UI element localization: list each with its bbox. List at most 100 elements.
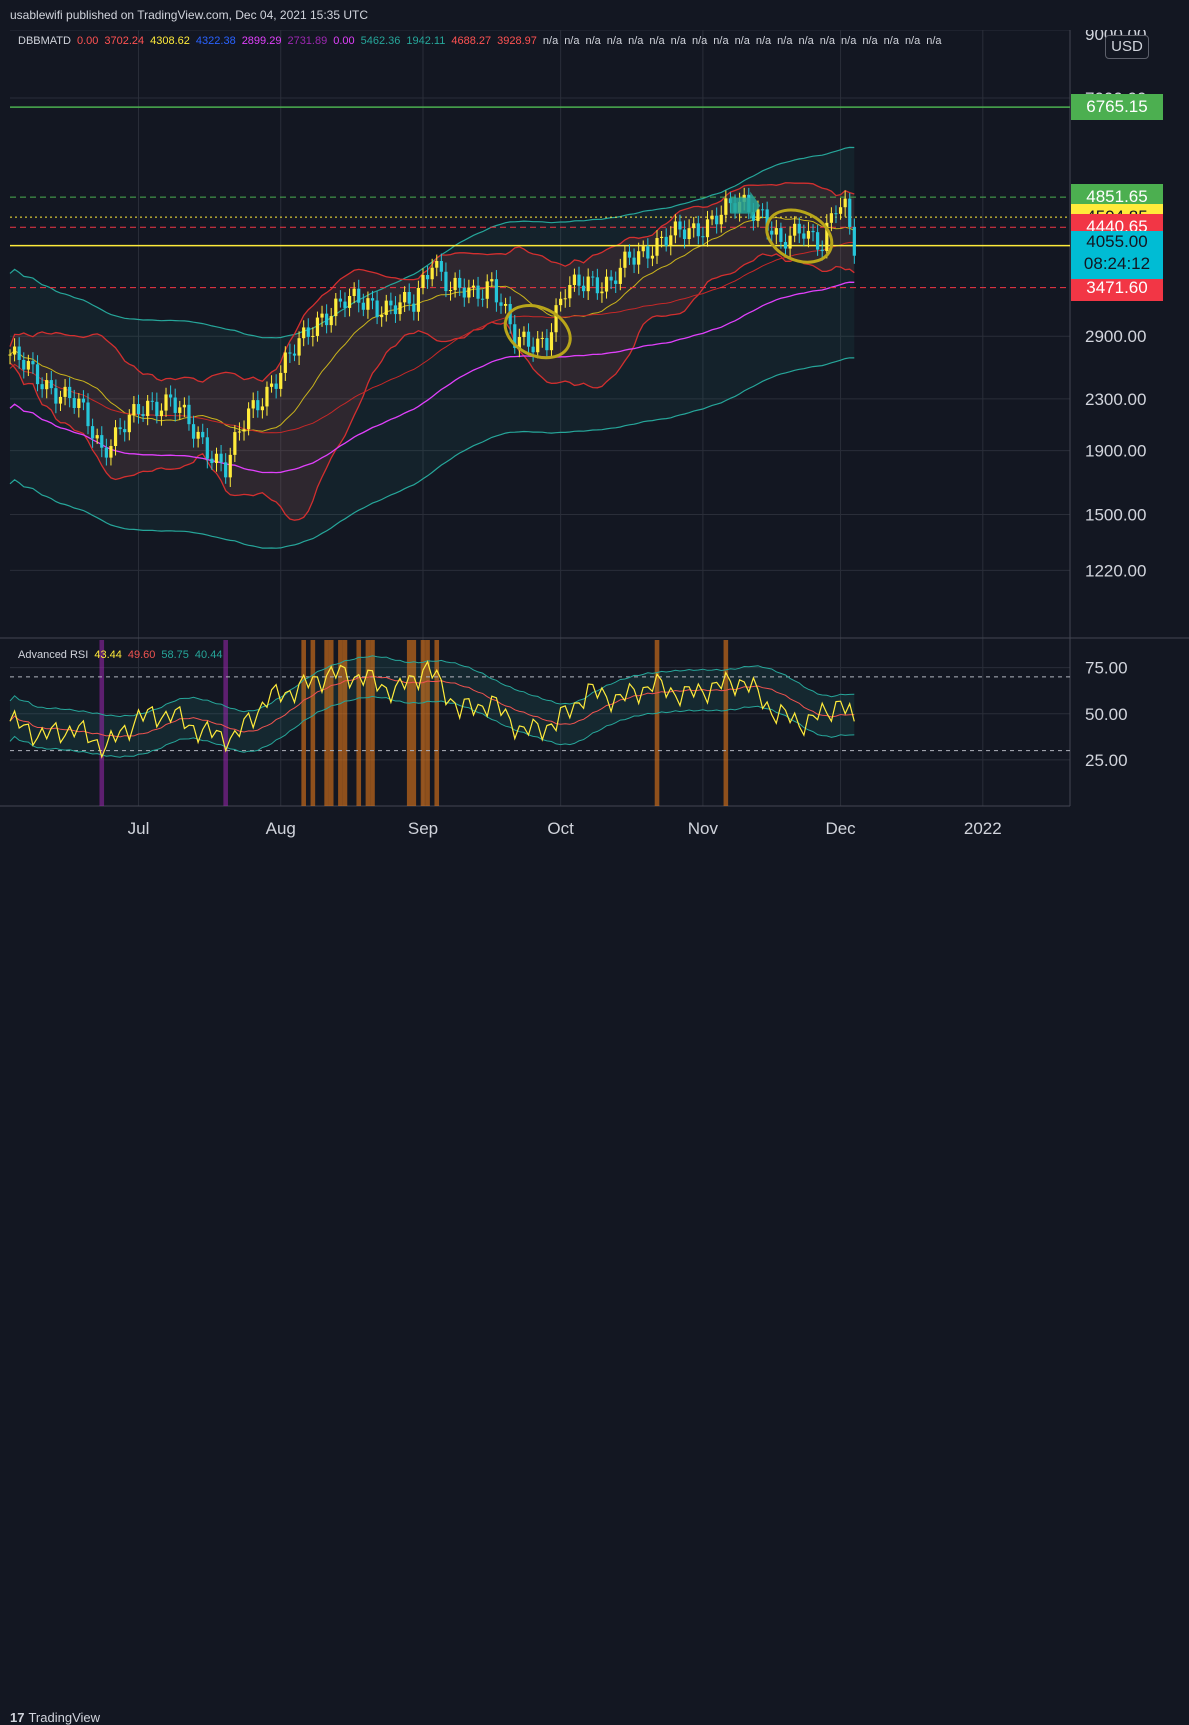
candle-body [425,275,430,280]
candle-body [104,447,108,458]
rsi-name[interactable]: Advanced RSI [18,649,89,661]
candle-body [577,274,581,286]
price-tick-label: 2900.00 [1085,327,1146,346]
legend-value: 43.44 [94,649,122,661]
candle-body [407,292,411,304]
candle-body [531,346,535,353]
candle-body [467,287,471,298]
legend-na: n/a [670,35,686,47]
rsi-zone-bar [411,640,417,806]
candle-body [604,276,609,292]
candle-body [17,346,21,360]
candle-body [58,396,63,404]
candle-body [788,235,792,249]
rsi-zone-bar [654,640,660,806]
currency-button[interactable]: USD [1105,35,1149,59]
candle-body [68,386,72,399]
candle-body [269,383,274,387]
legend-na: n/a [883,35,899,47]
candle-body [343,301,347,308]
legend-na: n/a [713,35,729,47]
rsi-zone-bar [342,640,348,806]
candle-body [669,235,673,246]
rsi-line [9,660,855,759]
candle-body [370,298,375,301]
candle-body [536,338,540,353]
legend-na: n/a [606,35,623,47]
legend-na: n/a [904,35,921,47]
candle-body [251,400,255,409]
tv-logo-icon: 17 [10,1710,25,1725]
candle-body [182,404,186,408]
candle-body [701,236,705,238]
candle-body [664,236,668,246]
candle-body [545,337,549,351]
candle-body [760,209,765,211]
inner-lower-band [9,253,855,521]
candle-body [471,285,476,288]
candle-body [806,230,811,239]
candle-body [715,215,719,225]
candle-body [315,317,320,336]
legend-value: 5462.36 [360,35,401,47]
inner-band-fill [10,182,855,521]
candle-body [811,230,815,233]
candle-body [54,388,58,404]
indicator-bands [9,146,855,549]
rsi-zone-bar [301,640,306,806]
indicator-name[interactable]: DBBMATD [18,35,71,47]
rsi-zone-bar [420,640,426,806]
candle-body [393,305,398,315]
candle-body [559,298,563,306]
candle-body [481,298,485,300]
tradingview-logo[interactable]: 17 TradingView [10,1710,100,1725]
candle-body [201,431,205,438]
legend-value: 40.44 [194,649,223,661]
candle-body [503,303,508,306]
candle-body [774,228,778,235]
legend-value: 0.00 [76,35,99,47]
candle-body [389,300,393,306]
candle-body [214,453,219,463]
candle-body [357,288,361,303]
current-price-value: 4055.00 [1086,231,1148,251]
annotations [503,191,834,360]
candle-body [416,287,421,312]
legend-na: n/a [734,35,750,47]
candle-body [614,280,618,284]
rsi-tick-label: 25.00 [1085,751,1128,770]
legend-value: 1942.11 [406,35,446,47]
time-tick-label: Oct [547,819,574,838]
candle-body [513,324,517,348]
candle-body [682,229,687,240]
candle-body [522,331,526,338]
rsi-legend[interactable]: Advanced RSI 43.44 49.60 58.75 40.44 [18,649,234,661]
candle-body [623,251,627,268]
price-level-tag: 6765.15 [1071,94,1163,121]
candle-body [12,346,17,355]
price-tick-label: 2300.00 [1085,390,1146,409]
candle-body [549,332,554,351]
candle-body [627,251,632,258]
published-caption: usablewifi published on TradingView.com,… [10,8,368,22]
candle-body [63,386,67,397]
candle-body [297,338,301,356]
legend-na: n/a [926,35,942,47]
candle-body [462,287,466,298]
candle-body [228,454,232,478]
candle-body [320,313,324,318]
candle-body [302,327,306,339]
candle-body [150,400,154,402]
candle-body [380,314,384,318]
candle-body [334,298,338,317]
chart-canvas[interactable]: 9000.007000.002900.002300.001900.001500.… [0,0,1189,886]
candle-body [77,398,81,408]
main-legend[interactable]: DBBMATD 0.00 3702.24 4308.62 4322.38 2899.29 2… [18,35,954,47]
candle-body [829,213,833,223]
candle-body [178,407,182,413]
price-tick-label: 1900.00 [1085,442,1146,461]
candle-body [802,233,806,239]
candle-body [430,267,434,280]
rsi-upper-band [9,655,855,718]
candle-body [490,279,494,282]
